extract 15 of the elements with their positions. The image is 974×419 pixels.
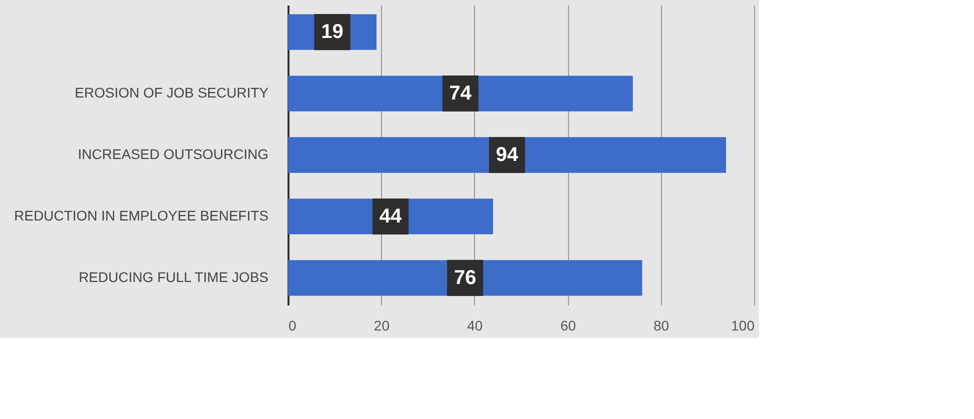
x-tick-label: 100 [731, 318, 755, 334]
y-tick-label: INCREASED OUTSOURCING [78, 146, 268, 162]
data-label: 44 [379, 205, 403, 228]
x-tick-label: 80 [654, 318, 670, 334]
data-label: 94 [496, 144, 520, 166]
x-tick-label: 0 [288, 318, 296, 334]
y-tick-label: REDUCTION IN EMPLOYEE BENEFITS [14, 207, 268, 224]
data-label: 19 [321, 21, 344, 44]
x-tick-label: 20 [374, 318, 390, 334]
data-label: 76 [454, 266, 476, 289]
data-label: 74 [449, 82, 472, 105]
y-tick-label: EROSION OF JOB SECURITY [74, 84, 270, 101]
x-tick-label: 60 [560, 318, 576, 334]
y-tick-label: REDUCING FULL TIME JOBS [78, 268, 268, 285]
x-tick-label: 40 [467, 318, 483, 334]
